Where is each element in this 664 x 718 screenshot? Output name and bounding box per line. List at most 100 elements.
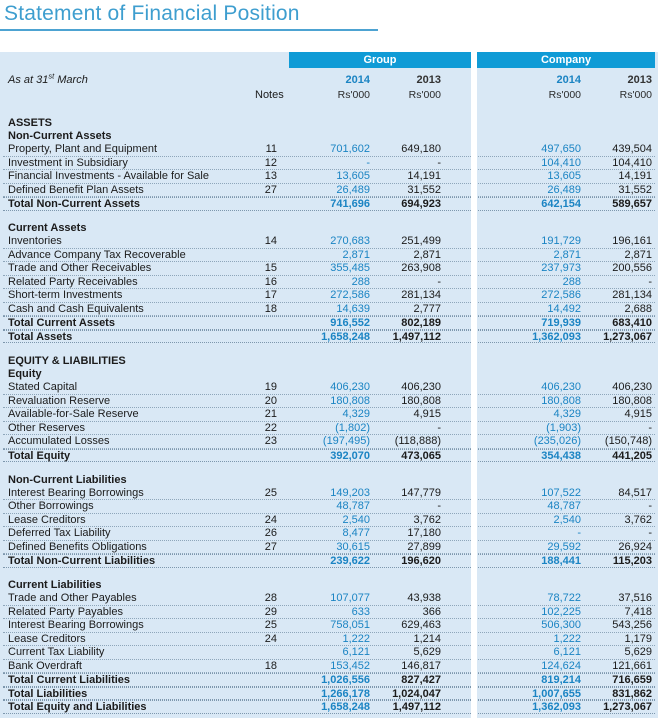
value-company-2014: 102,225 [541,605,581,618]
table-row: Defined Benefit Plan Assets 27 26,489 31,55… [3,183,655,197]
value-group-2014: 13,605 [336,170,370,183]
value-group-2014: 288 [351,275,370,288]
value-company-2014: 180,808 [541,394,581,407]
value-group-2013: 147,779 [401,486,441,499]
value-group-2014: 26,489 [336,183,370,196]
note-number-cell: 13 [264,170,277,183]
value-company-2013: 439,504 [612,143,652,156]
row-label: Inventories [8,235,62,248]
table-row: Related Party Payables 29 633 366 102,225 7,4… [3,605,655,619]
value-group-2014: 1,658,248 [321,701,370,713]
subsection-heading-row: Current Assets [3,222,655,236]
note-number-cell: 29 [264,605,277,618]
company-2013-unit: Rs'000 [619,88,652,101]
note-number-cell: 17 [264,289,277,302]
row-label: Property, Plant and Equipment [8,143,157,156]
units-header-row: Notes Rs'000 Rs'000 Rs'000 Rs'000 [3,87,655,102]
value-group-2014: 392,070 [330,449,370,462]
row-label: Total Non-Current Liabilities [8,555,156,567]
value-company-2014: 506,300 [541,619,581,632]
note-number-cell: 23 [264,435,277,448]
row-label: Related Party Receivables [8,275,138,288]
row-label: Defined Benefit Plan Assets [8,183,144,196]
value-company-2014: 719,939 [541,317,581,329]
row-label: Interest Bearing Borrowings [8,486,144,499]
row-label: Other Borrowings [8,500,94,513]
row-label: Bank Overdraft [8,659,82,672]
value-company-2014: 6,121 [553,646,581,659]
table-row: Deferred Tax Liability 26 8,477 17,180 - - [3,527,655,541]
value-group-2013: 1,497,112 [392,330,441,343]
subsection-heading-row: Non-Current Liabilities [3,473,655,487]
row-label: Deferred Tax Liability [8,527,111,540]
value-group-2013: 1,024,047 [392,687,441,700]
value-company-2014: 4,329 [553,408,581,421]
value-group-2014: 633 [351,605,370,618]
table-row: Revaluation Reserve 20 180,808 180,808 180,8… [3,394,655,408]
section-heading-row: ASSETS [3,116,655,130]
value-group-2014: 6,121 [342,646,370,659]
value-group-2013: 146,817 [401,659,441,672]
value-group-2014: 701,602 [330,143,370,156]
total-row: Total Non-Current Assets 741,696 694,923 64… [3,197,655,211]
value-company-2014: 819,214 [541,674,581,686]
company-column-header: Company [477,52,655,68]
note-number-cell: 24 [264,513,277,526]
table-header: Group Company As at 31st March 2014 2013… [3,52,655,102]
value-company-2014: - [577,527,581,540]
row-label: ASSETS [8,116,53,129]
value-group-2013: 1,214 [413,632,441,645]
section-heading-row: EQUITY & LIABILITIES [3,354,655,368]
value-group-2014: 1,266,178 [321,687,370,700]
row-label: Financial Investments - Available for Sa… [8,170,209,183]
value-group-2013: - [437,275,441,288]
value-group-2013: 1,497,112 [392,701,441,713]
value-company-2014: 107,522 [541,486,581,499]
table-row: Stated Capital 19 406,230 406,230 406,230 406… [3,381,655,395]
value-company-2014: 104,410 [541,156,581,169]
row-label: Equity [8,368,42,381]
value-group-2013: - [437,421,441,434]
value-group-2014: 107,077 [330,592,370,605]
value-company-2013: 5,629 [624,646,652,659]
value-company-2014: 2,540 [553,513,581,526]
value-group-2013: 4,915 [413,408,441,421]
row-label: Trade and Other Payables [8,592,137,605]
value-company-2014: 48,787 [547,500,581,513]
row-label: Total Assets [8,330,73,343]
row-label: Defined Benefits Obligations [8,540,147,553]
note-number-cell: 24 [264,632,277,645]
value-company-2013: 121,661 [612,659,652,672]
table-row: Interest Bearing Borrowings 25 758,051 629,… [3,619,655,633]
spacer-row [3,568,655,579]
value-company-2014: 78,722 [547,592,581,605]
spacer-row [3,343,655,354]
table-row: Current Tax Liability 6,121 5,629 6,121 5,62… [3,646,655,660]
table-row: Investment in Subsidiary 12 - - 104,410 104,4… [3,156,655,170]
row-label: Current Assets [8,222,87,235]
value-company-2013: 1,273,067 [603,330,652,343]
value-group-2014: 1,026,556 [321,674,370,686]
value-company-2013: 4,915 [624,408,652,421]
value-company-2014: 124,624 [541,659,581,672]
value-company-2013: 196,161 [612,235,652,248]
value-group-2014: 270,683 [330,235,370,248]
value-company-2013: - [648,275,652,288]
company-year-2013: 2013 [627,73,652,86]
table-row: Short-term Investments 17 272,586 281,134 27… [3,289,655,303]
subsection-heading-row: Current Liabilities [3,579,655,593]
value-group-2013: 406,230 [401,381,441,394]
value-group-2013: 2,871 [413,248,441,261]
row-label: Non-Current Liabilities [8,473,127,486]
note-number-cell: 26 [264,527,277,540]
row-label: EQUITY & LIABILITIES [8,354,126,367]
value-company-2014: 1,007,655 [532,687,581,700]
value-company-2014: 2,871 [553,248,581,261]
row-label: Short-term Investments [8,289,123,302]
row-label: Total Equity and Liabilities [8,701,147,713]
value-group-2014: - [366,156,370,169]
value-group-2013: 827,427 [401,674,441,686]
value-company-2013: 26,924 [618,540,652,553]
group-column-header: Group [289,52,471,68]
value-company-2013: 281,134 [612,289,652,302]
